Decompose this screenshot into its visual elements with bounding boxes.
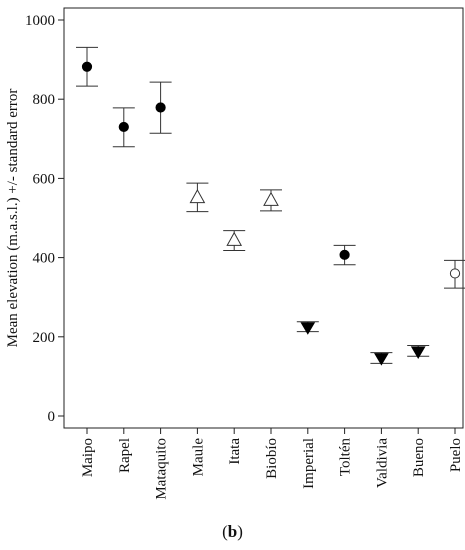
filled-circle-marker [118,121,129,133]
x-tick-label: Maipo [80,438,96,477]
x-tick-label: Maule [190,438,206,477]
data-point [223,230,246,251]
error-bar-chart: 0 200 400 600 800 1000 Maipo Rapel Mataquito Maul… [5,7,465,500]
data-point [260,189,282,212]
data-point [149,81,172,134]
filled-triangle-down-marker [374,353,389,366]
x-tick-label: Itata [227,438,243,465]
x-tick-label: Mataquito [154,438,170,500]
x-tick-label: Valdivia [374,438,390,488]
caption-letter: b [227,522,238,541]
data-point [333,244,356,266]
x-tick-label: Rapel [117,438,133,473]
data-point [407,345,430,359]
plot-frame [63,7,464,429]
filled-circle-marker [81,61,93,72]
open-triangle-marker [226,231,243,246]
data-point [112,107,135,148]
data-point [296,321,319,335]
data-point [76,46,98,87]
y-axis-label: Mean elevation (m.a.s.l.) +/- standard e… [5,89,21,348]
filled-circle-marker [155,102,166,113]
x-tick-label: Toltén [338,438,354,477]
filled-triangle-down-marker [410,346,426,359]
open-triangle-marker [263,191,279,206]
chart-marks [76,46,465,366]
open-triangle-marker [189,188,206,204]
data-point [444,259,465,289]
y-tick-label: 800 [33,92,56,108]
x-tick-label: Bueno [411,438,427,477]
y-tick-label: 600 [33,171,56,187]
data-point [186,182,209,213]
filled-triangle-down-marker [300,322,316,335]
y-tick-label: 1000 [25,13,55,29]
figure-caption: (b) [0,522,465,542]
caption-open: ( [222,522,228,541]
data-point [370,352,393,366]
y-tick-label: 400 [33,251,56,267]
filled-circle-marker [339,249,350,260]
caption-close: ) [237,522,243,541]
y-tick-label: 0 [48,409,56,425]
x-tick-label: Biobío [264,438,280,479]
x-tick-label: Imperial [301,438,317,489]
y-tick-label: 200 [33,330,56,346]
x-tick-label: Puelo [448,438,464,472]
chart-axes: 0 200 400 600 800 1000 Maipo Rapel Mataquito Maul… [25,7,464,500]
open-circle-marker [449,268,461,279]
